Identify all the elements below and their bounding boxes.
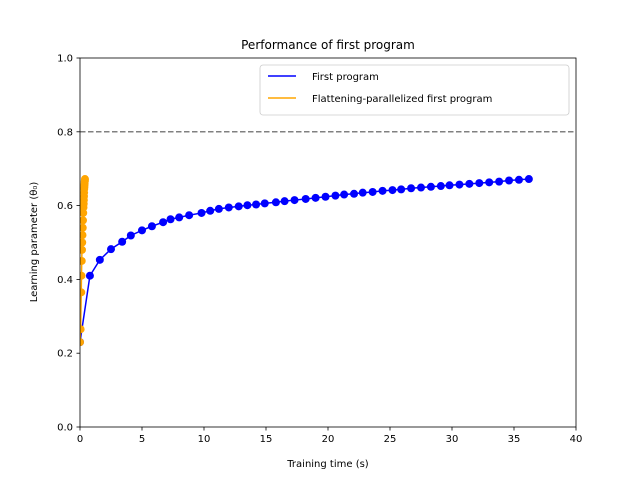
y-axis-ticks: 0.0 0.2 0.4 0.6 0.8 1.0 (57, 54, 80, 434)
series-0-point (197, 208, 206, 217)
series-0-point (350, 189, 359, 198)
series-0-point (495, 177, 504, 186)
series-1-point (80, 175, 89, 184)
series-1-point (80, 325, 85, 334)
series-0-point (455, 180, 464, 189)
x-tick-label: 40 (570, 434, 583, 445)
series-1-point (80, 216, 87, 225)
series-0-point (260, 199, 269, 208)
series-0-point (407, 184, 416, 193)
x-tick-label: 5 (139, 434, 145, 445)
series-0-point (514, 175, 523, 184)
x-tick-label: 20 (322, 434, 335, 445)
series-0-point (358, 188, 367, 197)
series-0-point (290, 196, 299, 205)
series-0-point (243, 201, 252, 210)
x-tick-label: 10 (198, 434, 211, 445)
x-axis-label: Training time (s) (286, 459, 369, 470)
series-0-point (505, 176, 514, 185)
series-0-point (234, 202, 243, 211)
y-tick-label: 0.4 (57, 275, 73, 286)
series-1-point (80, 223, 87, 232)
series-0-point (465, 179, 474, 188)
y-tick-label: 1.0 (57, 54, 73, 65)
series-1-point (80, 238, 87, 247)
series-1-point (80, 245, 86, 254)
series-0-point (426, 182, 435, 191)
y-axis-label: Learning parameter (θ₀) (29, 182, 40, 303)
series-0-point (485, 178, 494, 187)
series-0-point (321, 192, 330, 201)
series-1-point (80, 231, 87, 240)
series-0-point (206, 206, 215, 215)
series-0-point (166, 215, 175, 224)
series-0-point (388, 186, 397, 195)
series-0-point (397, 185, 406, 194)
series-1-point (80, 256, 86, 265)
y-tick-label: 0.2 (57, 349, 73, 360)
series-0-point (378, 186, 387, 195)
x-tick-label: 35 (508, 434, 521, 445)
series-0-point (301, 194, 310, 203)
series-0-point (311, 193, 320, 202)
x-tick-label: 30 (446, 434, 459, 445)
series-0-point (224, 203, 233, 212)
legend-label-0: First program (312, 72, 379, 83)
series-0-point (417, 183, 425, 192)
series-0-point (271, 198, 280, 207)
series-0-point (340, 190, 349, 199)
series-0-point (107, 245, 115, 254)
chart-title: Performance of first program (241, 38, 415, 52)
x-axis-ticks: 0 5 10 15 20 25 30 35 40 (77, 427, 583, 445)
y-tick-label: 0.6 (57, 201, 73, 212)
series-0-point (95, 255, 104, 264)
x-tick-label: 25 (384, 434, 397, 445)
series-0-point (159, 218, 168, 227)
plot-area (79, 57, 577, 428)
series-0-point (252, 200, 261, 209)
series-1-point (80, 288, 86, 297)
x-tick-label: 15 (260, 434, 273, 445)
series-0-point (118, 237, 127, 246)
series-0-point (445, 181, 454, 190)
legend: First program Flattening-parallelized fir… (259, 64, 570, 116)
series-0-point (185, 211, 194, 220)
series-0-point (214, 204, 223, 213)
series-0-point (126, 231, 135, 240)
series-0-point (475, 179, 484, 188)
x-tick-label: 0 (77, 434, 83, 445)
series-0-point (138, 226, 146, 235)
series-0-point (524, 175, 533, 184)
legend-label-1: Flattening-parallelized first program (312, 94, 492, 105)
legend-box (259, 64, 570, 116)
series-0-point (147, 222, 156, 231)
series-line-0 (80, 178, 529, 343)
y-tick-label: 0.0 (57, 423, 73, 434)
y-tick-label: 0.8 (57, 127, 73, 138)
series-0-point (368, 187, 377, 196)
series-0-point (331, 191, 340, 200)
series-1-point (80, 338, 84, 347)
series-0-point (175, 213, 184, 222)
series-1-point (80, 271, 86, 280)
series-0-point (85, 271, 94, 280)
series-0-point (436, 182, 445, 191)
series-0-point (280, 197, 289, 206)
